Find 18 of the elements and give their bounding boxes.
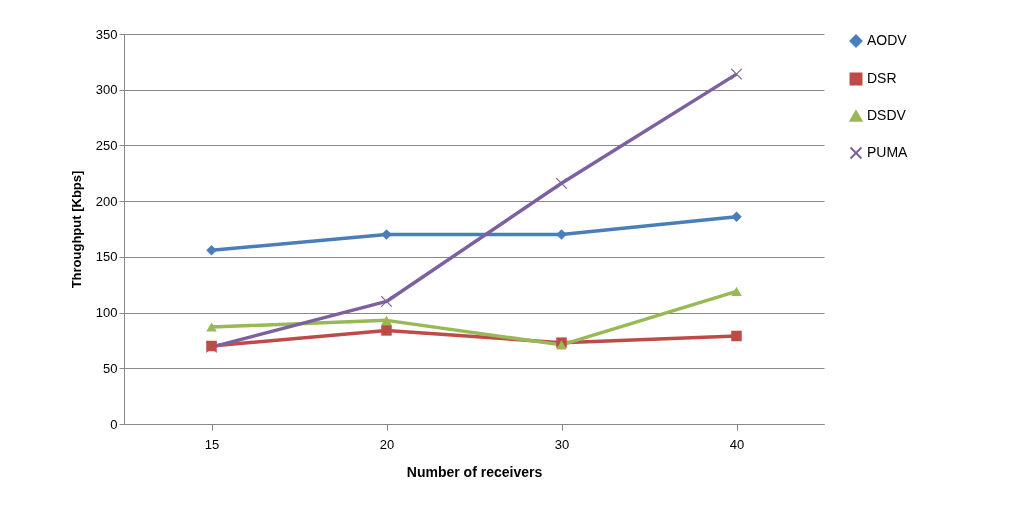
y-tick-label: 350 — [95, 26, 118, 42]
y-tick-label: 150 — [95, 249, 118, 265]
x-axis-title: Number of receivers — [406, 463, 543, 480]
legend-label: PUMA — [867, 144, 909, 160]
y-tick-label: 100 — [95, 305, 118, 321]
y-tick-label: 200 — [95, 193, 118, 209]
x-tick-label: 40 — [729, 436, 745, 452]
y-tick-label: 250 — [95, 137, 118, 153]
legend-label: DSR — [867, 70, 897, 86]
y-axis-title: Throughput [Kbps] — [68, 170, 84, 289]
x-tick-label: 20 — [379, 436, 395, 452]
x-tick-label: 15 — [204, 436, 220, 452]
x-tick-label: 30 — [554, 436, 570, 452]
y-tick-label: 0 — [110, 416, 118, 432]
legend-label: DSDV — [867, 107, 907, 123]
legend-label: AODV — [867, 32, 908, 48]
y-tick-label: 300 — [95, 82, 118, 98]
y-tick-label: 50 — [103, 360, 118, 376]
